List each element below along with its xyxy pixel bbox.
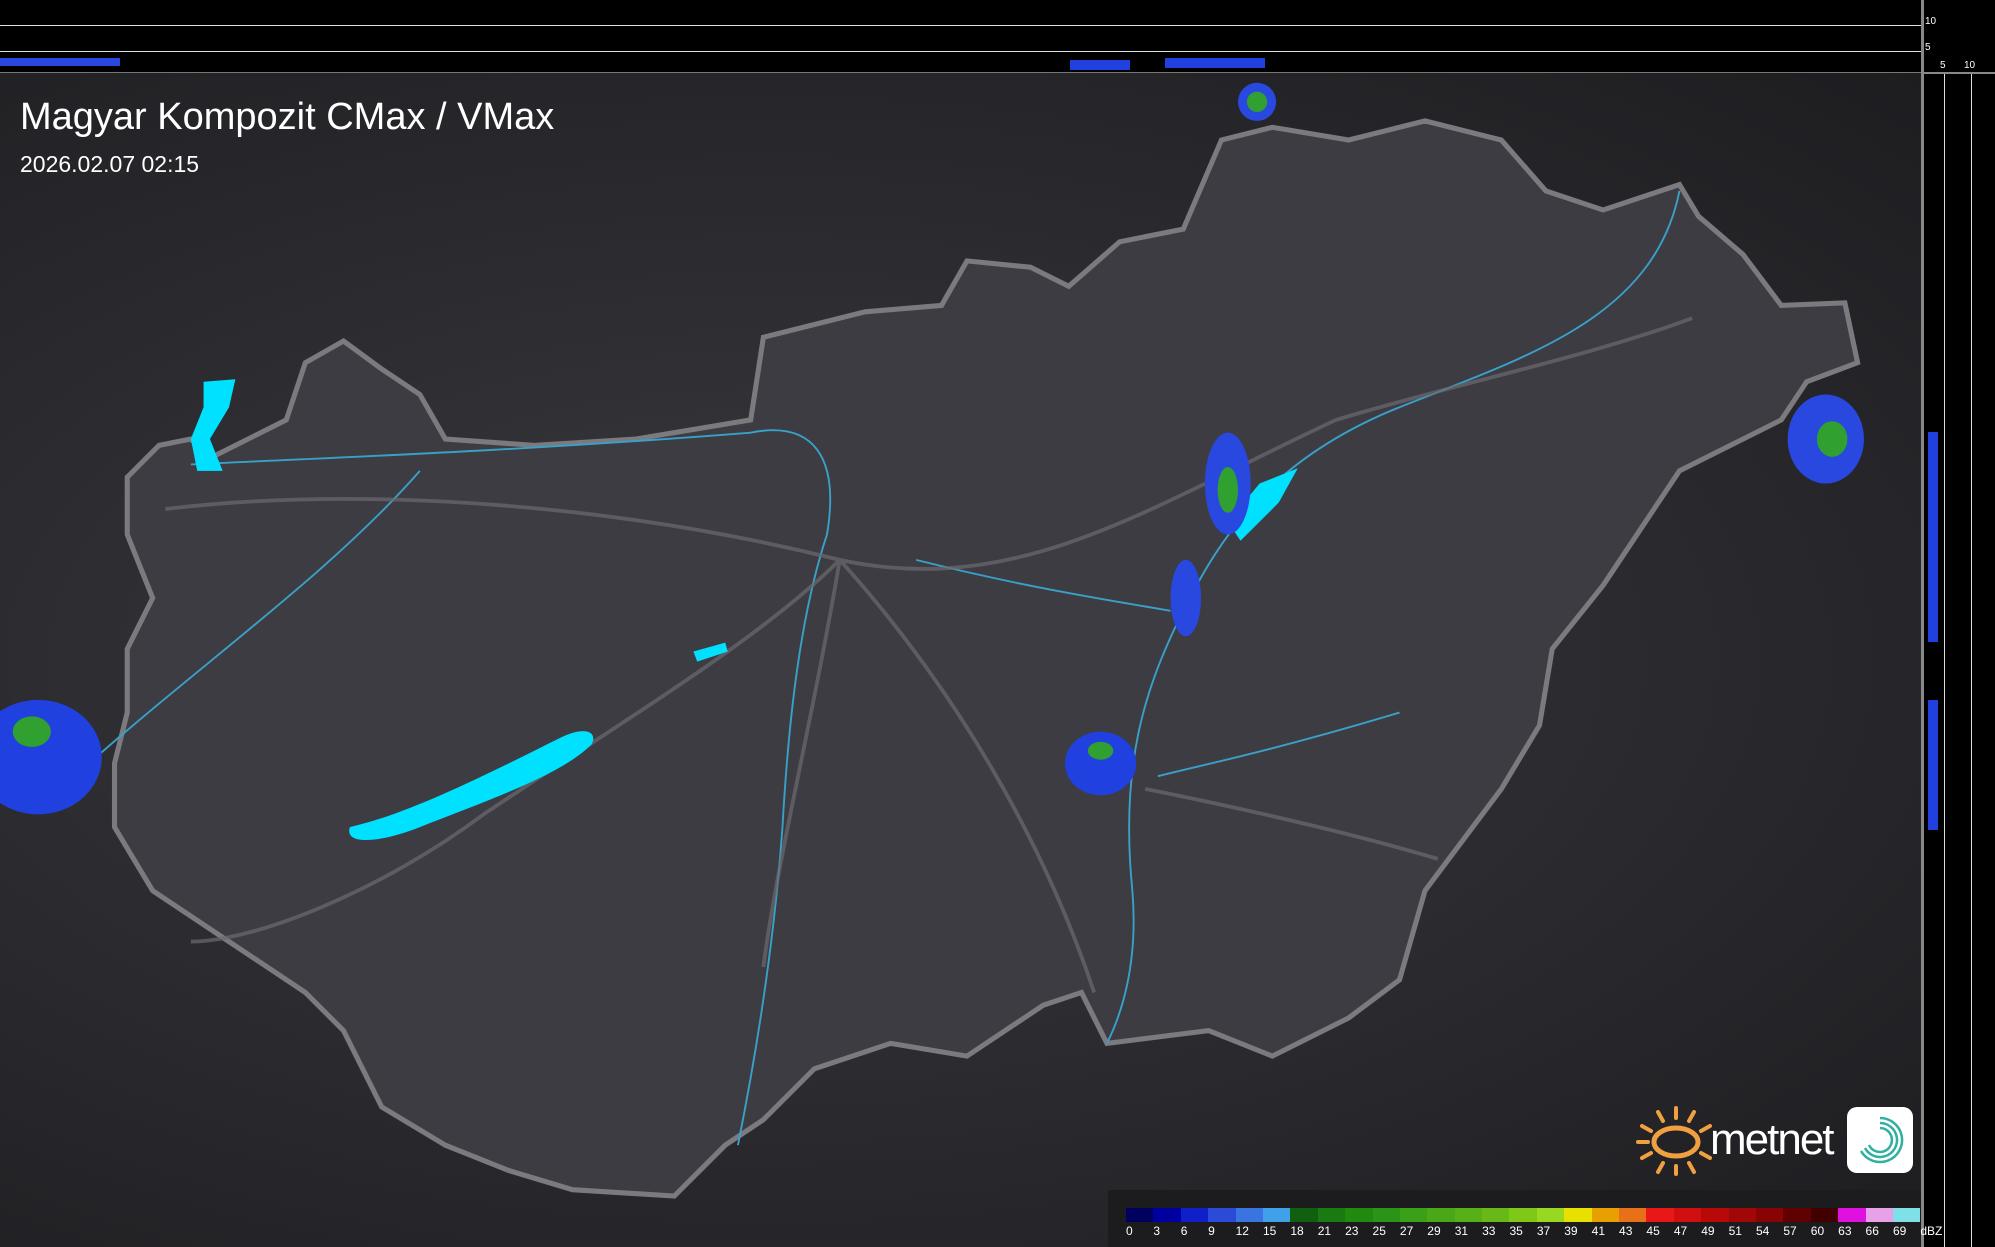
- scale-swatch: [1646, 1208, 1674, 1222]
- scale-swatch: [1208, 1208, 1236, 1222]
- roads: [165, 316, 1693, 994]
- right-profile-strip: 10 5 5 10: [1921, 0, 1995, 1247]
- dbz-legend: 0 3 6 9 12 15 18 21 23 25 27 29 31 33 35 37 39 41 43 45 47 49…: [1108, 1190, 1942, 1247]
- sun-icon: [1636, 1106, 1712, 1176]
- brand-name: metnet: [1710, 1115, 1835, 1164]
- profile-echo: [0, 58, 120, 66]
- scale-label: 43: [1619, 1224, 1633, 1238]
- scale-swatch: [1892, 1208, 1921, 1222]
- scale-swatch: [1728, 1208, 1756, 1222]
- lake-velence: [693, 642, 728, 662]
- profile-gridline: [1944, 73, 1945, 1247]
- scale-swatch: [1126, 1208, 1154, 1222]
- scale-label: 29: [1427, 1224, 1441, 1238]
- scale-swatch: [1482, 1208, 1510, 1222]
- scale-label: 57: [1783, 1224, 1797, 1238]
- scale-swatch: [1235, 1208, 1263, 1222]
- scale-swatch: [1619, 1208, 1647, 1222]
- scale-unit: dBZ: [1920, 1224, 1943, 1238]
- scale-swatch: [1509, 1208, 1537, 1222]
- right-tick: 10: [1964, 60, 1976, 71]
- profile-echo: [1928, 432, 1938, 642]
- scale-swatch: [1372, 1208, 1400, 1222]
- scale-label: 0: [1126, 1224, 1133, 1238]
- scale-label: 6: [1180, 1224, 1188, 1238]
- scale-swatch: [1290, 1208, 1318, 1222]
- scale-labels: 0 3 6 9 12 15 18 21 23 25 27 29 31 33 35 37 39 41 43 45 47 49…: [1126, 1224, 1948, 1238]
- radar-echoes: [0, 82, 1864, 815]
- scale-label: 33: [1482, 1224, 1496, 1238]
- scale-label: 60: [1810, 1224, 1825, 1238]
- scale-swatch: [1536, 1208, 1565, 1222]
- top-tick: 10: [1925, 16, 1937, 27]
- scale-label: 54: [1755, 1224, 1770, 1238]
- scale-label: 45: [1646, 1224, 1660, 1238]
- spiral-app-icon: [1846, 1107, 1913, 1173]
- scale-label: 63: [1838, 1224, 1852, 1238]
- scale-swatch: [1673, 1208, 1702, 1222]
- scale-label: 39: [1564, 1224, 1578, 1238]
- scale-swatch: [1317, 1208, 1346, 1222]
- scale-swatch: [1345, 1208, 1373, 1222]
- scale-swatch: [1783, 1208, 1811, 1222]
- scale-swatch: [1810, 1208, 1839, 1222]
- scale-swatch: [1454, 1208, 1483, 1222]
- scale-label: 3: [1153, 1224, 1161, 1238]
- scale-label: 12: [1235, 1224, 1249, 1238]
- scale-label: 15: [1262, 1224, 1277, 1238]
- scale-label: 51: [1728, 1224, 1742, 1238]
- profile-gridline: [0, 51, 1921, 52]
- scale-swatch: [1564, 1208, 1592, 1222]
- scale-label: 69: [1892, 1224, 1907, 1238]
- lake-tisza: [1227, 468, 1298, 541]
- scale-label: 41: [1591, 1224, 1605, 1238]
- scale-label: 35: [1509, 1224, 1523, 1238]
- rivers: [88, 190, 1681, 1146]
- scale-label: 66: [1865, 1224, 1879, 1238]
- hungary-territory: [111, 118, 1861, 1199]
- top-tick: 5: [1925, 42, 1931, 53]
- scale-swatch: [1262, 1208, 1291, 1222]
- scale-swatch: [1701, 1208, 1729, 1222]
- profile-gridline: [0, 25, 1921, 26]
- scale-label: 31: [1454, 1224, 1469, 1238]
- scale-label: 27: [1399, 1224, 1414, 1238]
- lake-neusiedl: [190, 379, 236, 471]
- scale-label: 49: [1701, 1224, 1715, 1238]
- scale-swatch: [1865, 1208, 1893, 1222]
- metnet-logo: metnet: [1636, 1104, 1913, 1176]
- scale-swatch: [1755, 1208, 1784, 1222]
- scale-label: 47: [1673, 1224, 1688, 1238]
- scale-label: 25: [1372, 1224, 1386, 1238]
- color-scale: [1126, 1208, 1921, 1222]
- profile-echo: [1165, 58, 1265, 68]
- scale-label: 23: [1345, 1224, 1359, 1238]
- scale-label: 21: [1317, 1224, 1332, 1238]
- scale-swatch: [1399, 1208, 1428, 1222]
- profile-echo: [1928, 700, 1938, 830]
- scale-label: 9: [1208, 1224, 1215, 1238]
- scale-swatch: [1180, 1208, 1209, 1222]
- timestamp: 2026.02.07 02:15: [20, 151, 200, 177]
- profile-echo: [1070, 60, 1130, 70]
- scale-swatch: [1427, 1208, 1455, 1222]
- right-tick: 5: [1940, 60, 1946, 71]
- scale-label: 37: [1536, 1224, 1551, 1238]
- scale-swatch: [1838, 1208, 1866, 1222]
- scale-label: 18: [1290, 1224, 1304, 1238]
- profile-gridline: [1971, 73, 1972, 1247]
- scale-swatch: [1591, 1208, 1620, 1222]
- lake-balaton: [349, 731, 594, 840]
- radar-map[interactable]: [0, 73, 1921, 1247]
- scale-swatch: [1153, 1208, 1181, 1222]
- page-title: Magyar Kompozit CMax / VMax: [20, 96, 555, 138]
